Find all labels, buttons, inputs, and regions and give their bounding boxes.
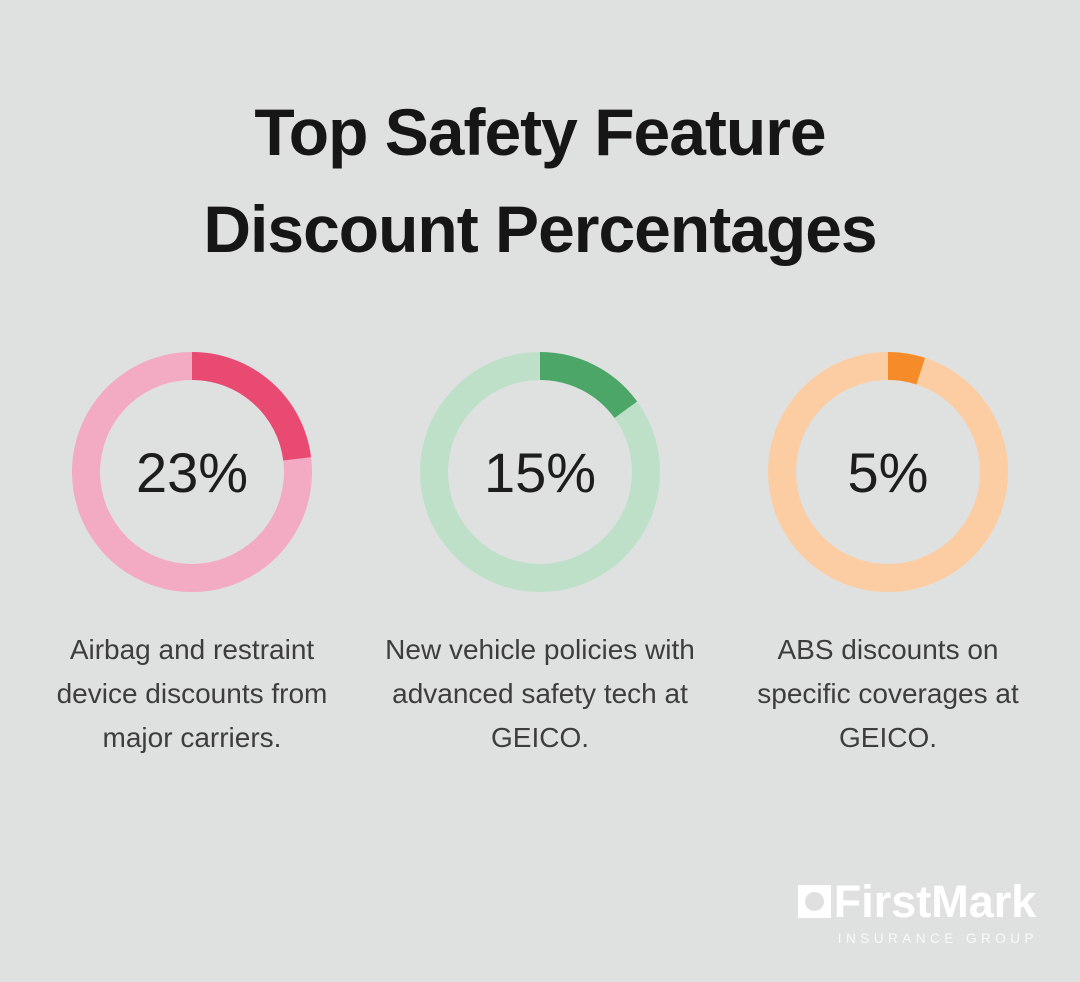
donut-percent-label: 23% bbox=[135, 440, 249, 504]
logo-wordmark: FirstMark bbox=[833, 876, 1037, 927]
page-title: Top Safety Feature Discount Percentages bbox=[0, 0, 1080, 278]
chart-column-airbag: 23% Airbag and restraint device discount… bbox=[18, 352, 366, 760]
firstmark-square-icon bbox=[797, 885, 831, 918]
donut-chart-airbag: 23% bbox=[72, 352, 312, 592]
donut-chart-abs: 5% bbox=[768, 352, 1008, 592]
donut-percent-label: 5% bbox=[847, 440, 929, 504]
firstmark-logo: FirstMark INSURANCE GROUP bbox=[797, 876, 1038, 946]
donut-ring-svg bbox=[768, 352, 1008, 592]
firstmark-icon-circle-hole bbox=[804, 892, 824, 911]
chart-column-new-vehicle: 15% New vehicle policies with advanced s… bbox=[366, 352, 714, 760]
donut-chart-new-vehicle: 15% bbox=[420, 352, 660, 592]
logo-row: FirstMark bbox=[797, 876, 1038, 927]
donut-ring-svg bbox=[420, 352, 660, 592]
donut-ring-svg bbox=[72, 352, 312, 592]
charts-row: 23% Airbag and restraint device discount… bbox=[0, 352, 1080, 760]
donut-percent-label: 15% bbox=[483, 440, 597, 504]
donut-caption: ABS discounts on specific coverages at G… bbox=[757, 634, 1019, 753]
logo-subtitle: INSURANCE GROUP bbox=[837, 931, 1038, 946]
page-title-line1: Top Safety Feature bbox=[254, 95, 826, 169]
donut-caption: New vehicle policies with advanced safet… bbox=[385, 634, 695, 753]
donut-caption: Airbag and restraint device discounts fr… bbox=[56, 634, 328, 753]
page-title-line2: Discount Percentages bbox=[203, 192, 877, 266]
chart-column-abs: 5% ABS discounts on specific coverages a… bbox=[714, 352, 1062, 760]
